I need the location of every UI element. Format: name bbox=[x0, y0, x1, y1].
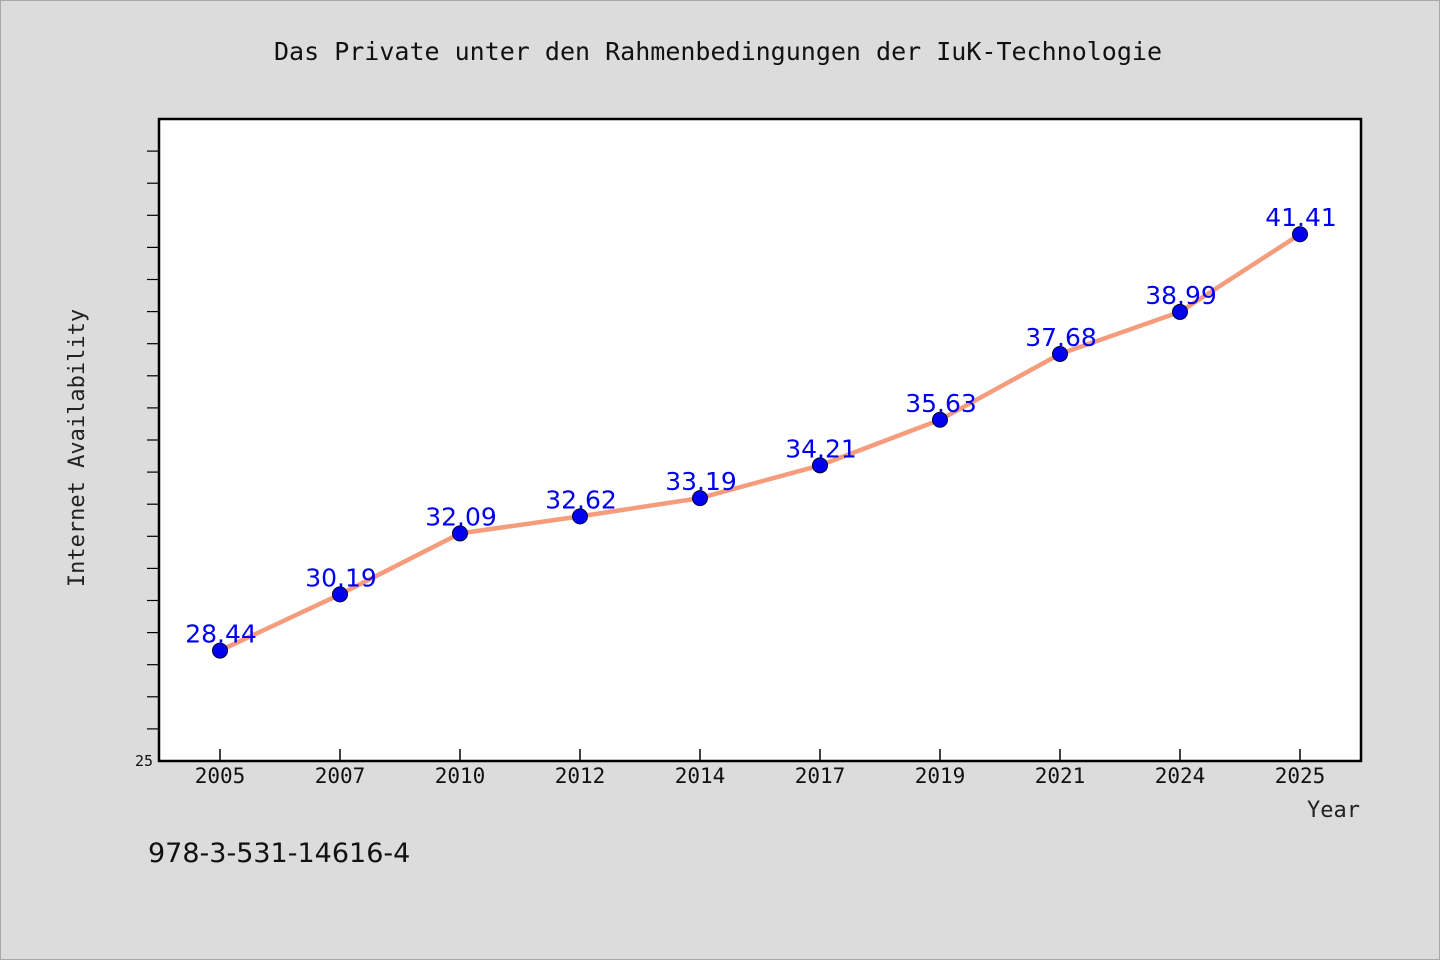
x-tick-label-2021: 2021 bbox=[1035, 764, 1086, 788]
data-point-2021 bbox=[1052, 345, 1068, 362]
x-tick-label-2005: 2005 bbox=[195, 764, 246, 788]
x-tick-label-2014: 2014 bbox=[675, 764, 726, 788]
x-tick-label-2025: 2025 bbox=[1275, 764, 1326, 788]
data-label-2025: 41.41 bbox=[1265, 203, 1337, 232]
isbn-text: 978-3-531-14616-4 bbox=[148, 838, 410, 869]
data-label-2012: 32.62 bbox=[545, 485, 617, 514]
x-tick-label-2017: 2017 bbox=[795, 764, 846, 788]
data-point-2007 bbox=[332, 586, 348, 603]
data-label-2014: 33.19 bbox=[665, 467, 737, 496]
data-point-2010 bbox=[452, 525, 468, 542]
data-label-2019: 35.63 bbox=[905, 389, 977, 418]
data-label-2005: 28.44 bbox=[185, 620, 257, 649]
y-axis-label: Internet Availability bbox=[65, 309, 90, 587]
chart-title: Das Private unter den Rahmenbedingungen … bbox=[274, 37, 1162, 66]
y-axis-ticks bbox=[147, 150, 159, 730]
x-axis-ticks bbox=[219, 749, 1301, 761]
data-markers bbox=[212, 226, 1308, 659]
data-point-2014 bbox=[692, 490, 708, 507]
data-point-2012 bbox=[572, 508, 588, 525]
y-tick-label-min: 25 bbox=[135, 752, 153, 770]
data-label-2021: 37.68 bbox=[1025, 323, 1097, 352]
x-axis-tick-labels: 2005 2007 2010 2012 2014 2017 2019 2021 2024 2025 bbox=[195, 764, 1326, 788]
data-label-2007: 30.19 bbox=[305, 563, 377, 592]
x-tick-label-2010: 2010 bbox=[435, 764, 486, 788]
data-labels: 28.44 30.19 32.09 32.62 33.19 34.21 35.63 37.68… bbox=[185, 203, 1337, 648]
data-point-2005 bbox=[212, 642, 228, 659]
data-point-2017 bbox=[812, 457, 828, 474]
series-line bbox=[217, 231, 1303, 653]
x-tick-label-2012: 2012 bbox=[555, 764, 606, 788]
data-point-2019 bbox=[932, 411, 948, 428]
x-tick-label-2007: 2007 bbox=[315, 764, 366, 788]
x-tick-label-2019: 2019 bbox=[915, 764, 966, 788]
x-axis-label: Year bbox=[1307, 798, 1360, 823]
data-point-2025 bbox=[1292, 226, 1308, 243]
x-tick-label-2024: 2024 bbox=[1155, 764, 1206, 788]
data-label-2017: 34.21 bbox=[785, 434, 857, 463]
plot-area bbox=[157, 117, 1363, 763]
data-point-2024 bbox=[1172, 303, 1188, 320]
data-label-2024: 38.99 bbox=[1145, 281, 1217, 310]
data-label-2010: 32.09 bbox=[425, 502, 497, 531]
